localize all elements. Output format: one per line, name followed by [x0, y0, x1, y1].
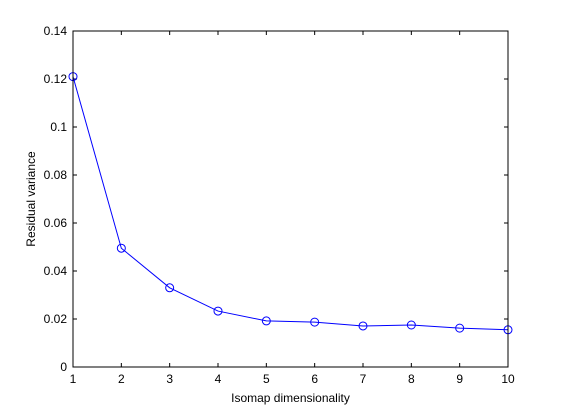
y-tick-label: 0.04 [44, 264, 68, 278]
x-axis-label: Isomap dimensionality [231, 391, 350, 405]
y-tick-label: 0.12 [44, 72, 68, 86]
data-point-marker [358, 321, 368, 331]
x-tick-label: 3 [166, 372, 173, 386]
data-point-marker [310, 317, 320, 327]
data-point-marker [406, 320, 416, 330]
plot-frame [72, 30, 509, 368]
data-point-marker [261, 316, 271, 326]
x-tick-label: 1 [70, 372, 77, 386]
data-point-marker [213, 306, 223, 316]
y-tick-label: 0.06 [44, 216, 68, 230]
x-tick-label: 9 [456, 372, 463, 386]
data-point-marker [116, 243, 126, 253]
y-tick-label: 0.14 [44, 24, 68, 38]
x-tick-label: 5 [263, 372, 270, 386]
x-tick-label: 2 [118, 372, 125, 386]
y-tick-label: 0.08 [44, 168, 68, 182]
y-axis-label: Residual variance [24, 151, 38, 247]
series-line [72, 76, 509, 331]
y-tick-label: 0.02 [44, 312, 68, 326]
data-point-marker [165, 283, 175, 293]
x-tick-label: 8 [408, 372, 415, 386]
x-tick-label: 6 [311, 372, 318, 386]
x-tick-label: 10 [501, 372, 515, 386]
y-tick-label: 0.1 [50, 120, 67, 134]
plot-area [73, 31, 508, 367]
x-tick-label: 4 [215, 372, 222, 386]
x-tick-label: 7 [360, 372, 367, 386]
data-point-marker [455, 323, 465, 333]
y-tick-label: 0 [60, 360, 67, 374]
